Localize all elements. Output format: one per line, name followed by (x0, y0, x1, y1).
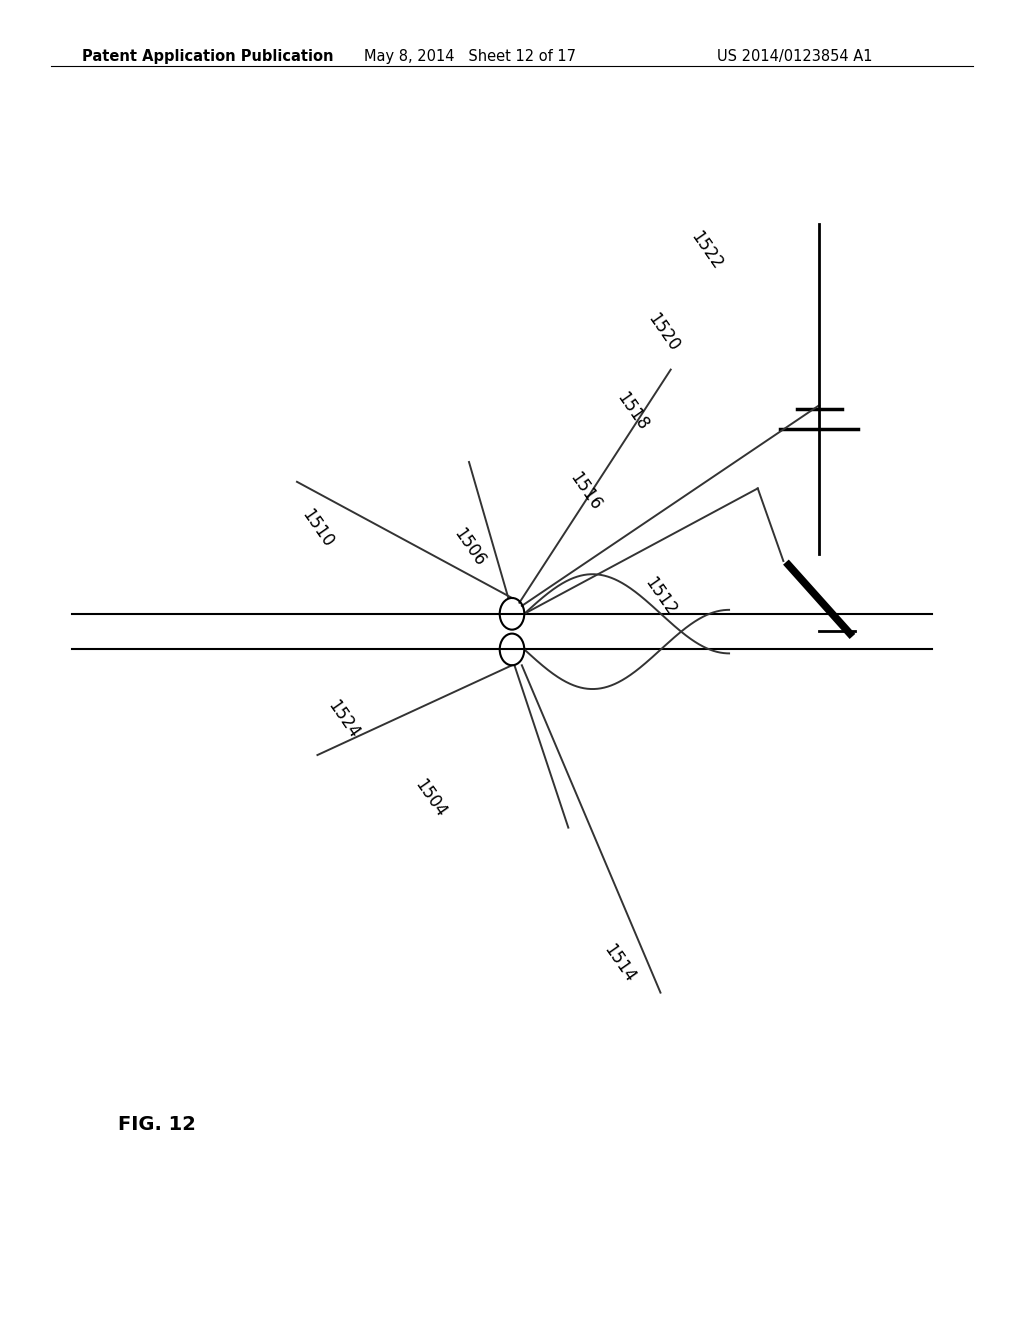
Text: 1516: 1516 (566, 469, 605, 513)
Text: 1504: 1504 (411, 776, 450, 821)
Text: FIG. 12: FIG. 12 (118, 1115, 196, 1134)
Text: 1520: 1520 (644, 310, 683, 355)
Text: 1512: 1512 (641, 574, 680, 619)
Text: 1506: 1506 (450, 525, 488, 570)
Text: 1510: 1510 (298, 506, 337, 550)
Text: May 8, 2014   Sheet 12 of 17: May 8, 2014 Sheet 12 of 17 (364, 49, 575, 63)
Text: Patent Application Publication: Patent Application Publication (82, 49, 334, 63)
Text: 1514: 1514 (600, 941, 639, 986)
Text: 1522: 1522 (687, 228, 726, 273)
Text: 1518: 1518 (613, 389, 652, 434)
Text: US 2014/0123854 A1: US 2014/0123854 A1 (717, 49, 872, 63)
Text: 1524: 1524 (324, 697, 362, 742)
